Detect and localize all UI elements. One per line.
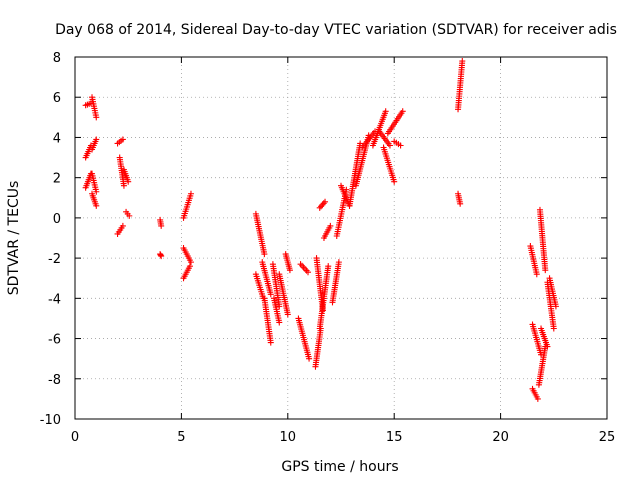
data-point bbox=[93, 202, 100, 209]
data-point bbox=[93, 188, 100, 195]
data-point bbox=[306, 355, 313, 362]
data-point bbox=[125, 178, 132, 185]
y-tick-label: 2 bbox=[53, 172, 61, 187]
x-tick-label: 25 bbox=[599, 430, 616, 445]
data-point bbox=[399, 108, 406, 115]
x-tick-label: 0 bbox=[71, 430, 79, 445]
data-point bbox=[397, 142, 404, 149]
data-marks bbox=[82, 58, 559, 402]
data-point bbox=[93, 114, 100, 121]
y-tick-label: 4 bbox=[53, 131, 61, 146]
y-tick-label: -6 bbox=[48, 333, 61, 348]
data-point bbox=[120, 182, 127, 189]
data-point bbox=[267, 291, 274, 298]
data-point bbox=[126, 212, 133, 219]
data-point bbox=[550, 325, 557, 332]
data-point bbox=[276, 319, 283, 326]
data-point bbox=[534, 395, 541, 402]
data-point bbox=[187, 190, 194, 197]
data-point bbox=[335, 259, 342, 266]
y-tick-label: -4 bbox=[48, 292, 61, 307]
data-point bbox=[276, 303, 283, 310]
x-tick-label: 20 bbox=[492, 430, 509, 445]
data-point bbox=[267, 339, 274, 346]
data-point bbox=[327, 222, 334, 229]
x-axis-title: GPS time / hours bbox=[281, 459, 398, 475]
grid bbox=[75, 57, 607, 419]
data-point bbox=[325, 263, 332, 270]
y-tick-labels: -10 -8 -6 -4 -2 0 2 4 6 8 bbox=[40, 51, 61, 428]
data-point bbox=[320, 200, 327, 207]
data-point bbox=[391, 178, 398, 185]
data-point bbox=[544, 343, 551, 350]
data-point bbox=[305, 269, 312, 276]
data-point bbox=[93, 136, 100, 143]
chart-title: Day 068 of 2014, Sidereal Day-to-day VTE… bbox=[55, 22, 617, 38]
data-point bbox=[457, 200, 464, 207]
data-point bbox=[284, 311, 291, 318]
data-point bbox=[186, 263, 193, 270]
y-tick-label: 0 bbox=[53, 212, 61, 227]
data-point bbox=[322, 198, 329, 205]
data-point bbox=[318, 203, 325, 210]
data-point bbox=[542, 267, 549, 274]
y-axis-title: SDTVAR / TECUs bbox=[6, 181, 22, 296]
x-tick-label: 15 bbox=[386, 430, 403, 445]
data-point bbox=[459, 58, 466, 65]
data-point bbox=[533, 271, 540, 278]
data-point bbox=[316, 204, 323, 211]
y-tick-label: 8 bbox=[53, 51, 61, 66]
data-point bbox=[261, 251, 268, 258]
y-tick-label: -8 bbox=[48, 373, 61, 388]
y-tick-label: -10 bbox=[40, 413, 61, 428]
data-point bbox=[382, 108, 389, 115]
x-tick-label: 5 bbox=[177, 430, 185, 445]
data-point bbox=[158, 253, 165, 260]
data-point bbox=[319, 201, 326, 208]
axis-ticks bbox=[74, 56, 608, 420]
y-tick-label: 6 bbox=[53, 91, 61, 106]
data-point bbox=[552, 303, 559, 310]
x-tick-labels: 0 5 10 15 20 25 bbox=[71, 430, 615, 445]
x-tick-label: 10 bbox=[280, 430, 297, 445]
data-point bbox=[158, 222, 165, 229]
data-point bbox=[119, 136, 126, 143]
data-point bbox=[119, 222, 126, 229]
y-tick-label: -2 bbox=[48, 252, 61, 267]
data-point bbox=[386, 142, 393, 149]
data-point bbox=[286, 267, 293, 274]
plot-frame bbox=[74, 56, 608, 420]
data-point bbox=[187, 259, 194, 266]
